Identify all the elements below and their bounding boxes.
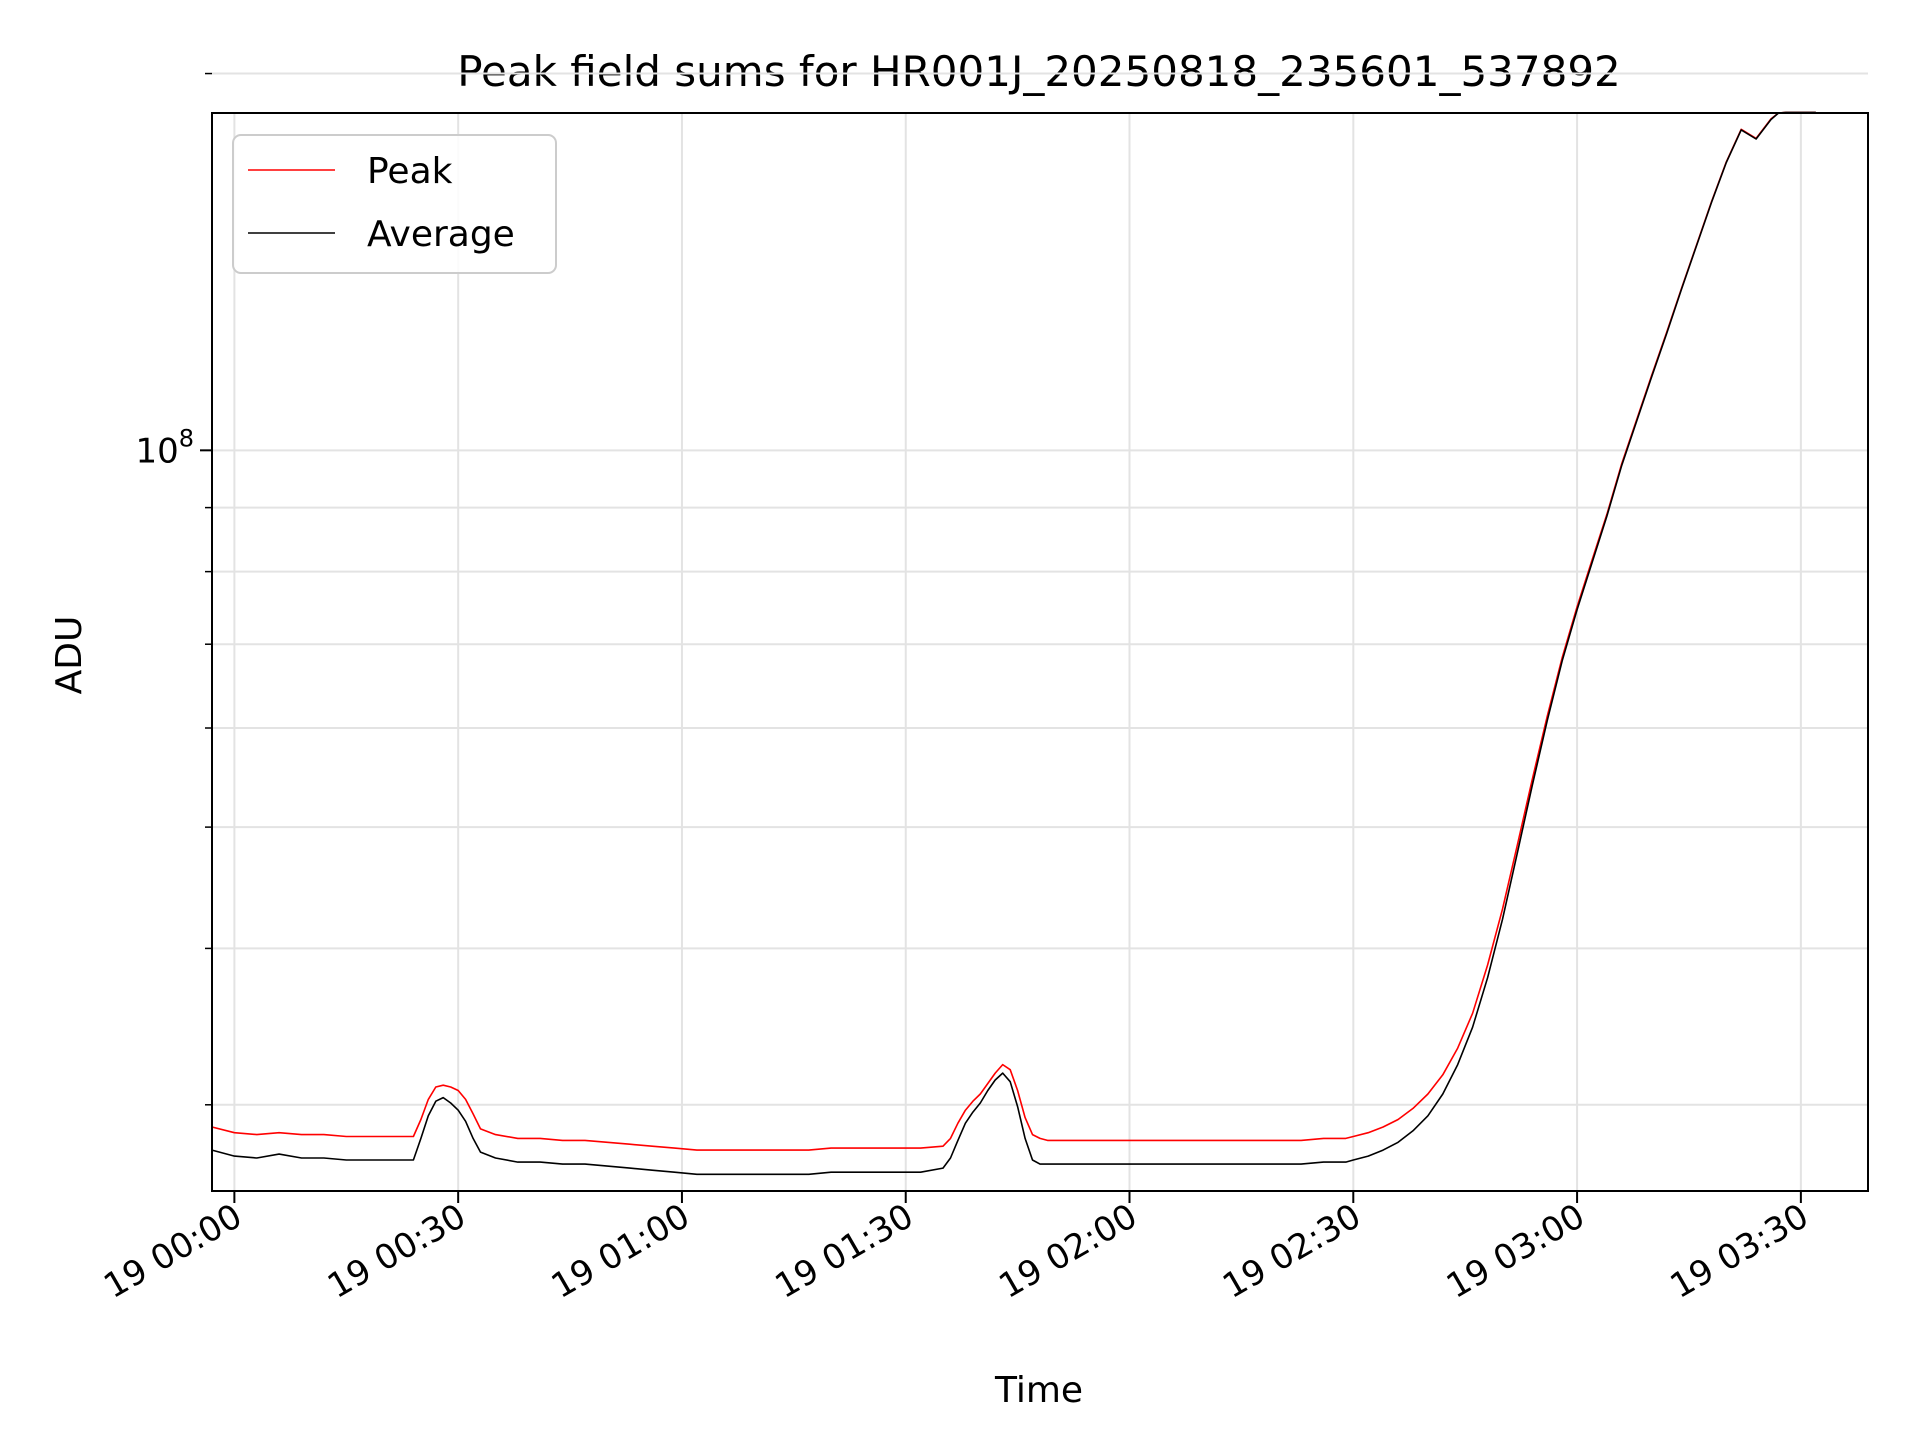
y-axis-title: ADU	[49, 616, 90, 695]
legend-label-average: Average	[367, 214, 515, 255]
chart-title: Peak field sums for HR001J_20250818_2356…	[457, 47, 1621, 96]
plot-frame	[211, 112, 1869, 1192]
legend-label-peak: Peak	[367, 151, 453, 192]
grid-layer	[212, 72, 1868, 1191]
series-line-peak	[211, 111, 1816, 1151]
series-line-average	[211, 111, 1816, 1176]
series-layer	[211, 111, 1816, 1176]
legend: Peak Average	[232, 134, 557, 274]
x-axis-title: Time	[994, 1370, 1083, 1411]
y-tick-label-0: 108	[135, 424, 194, 471]
